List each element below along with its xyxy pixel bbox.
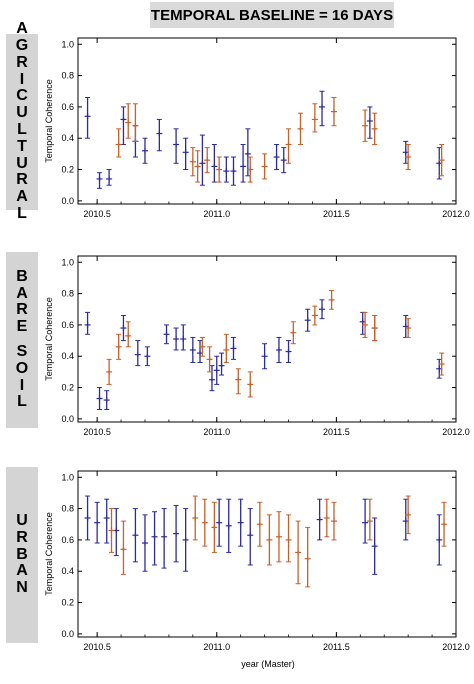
plot-frame — [77, 470, 457, 638]
y-tick-label: 0.4 — [61, 566, 74, 576]
y-tick-label: 0.0 — [61, 414, 74, 424]
x-tick-label: 2011.5 — [323, 427, 350, 437]
x-tick-label: 2011.0 — [203, 642, 230, 652]
panel-label-letter: U — [16, 104, 28, 122]
x-tick-label: 2010.5 — [83, 427, 111, 437]
panel-label-letter: I — [19, 70, 25, 88]
x-tick-label: 2012.0 — [442, 209, 470, 219]
x-tick-label: 2012.0 — [442, 642, 470, 652]
panel-label-letter: A — [16, 188, 28, 206]
x-tick-label: 2012.0 — [442, 427, 470, 437]
panel-label-letter: U — [16, 154, 28, 172]
panel-label-letter: L — [17, 393, 27, 411]
panel-label-letter: A — [16, 20, 28, 38]
panel-label-letter: O — [15, 359, 29, 377]
panel-label-letter: I — [19, 376, 25, 394]
plot-frame — [77, 37, 457, 205]
y-tick-label: 0.8 — [61, 71, 74, 81]
panel-label-letter: E — [16, 318, 28, 336]
panel-label-letter: A — [16, 284, 28, 302]
y-tick-label: 0.8 — [61, 289, 74, 299]
x-tick-label: 2011.5 — [323, 209, 350, 219]
y-tick-label: 1.0 — [61, 39, 74, 49]
y-axis-label: Temporal Coherence — [44, 512, 54, 596]
y-tick-label: 0.4 — [61, 351, 74, 361]
y-tick-label: 0.2 — [61, 598, 74, 608]
y-tick-label: 0.6 — [61, 535, 74, 545]
panel-label-letter: R — [16, 301, 28, 319]
panel-label-letter: R — [16, 171, 28, 189]
y-axis-label: Temporal Coherence — [44, 79, 54, 163]
y-tick-label: 1.0 — [61, 257, 74, 267]
panel-label-letter: U — [16, 512, 28, 529]
y-tick-label: 0.2 — [61, 383, 74, 393]
panel-label-letter: C — [16, 87, 28, 105]
panel-label-letter: L — [17, 204, 27, 222]
figure-title: TEMPORAL BASELINE = 16 DAYS — [150, 2, 394, 28]
panel-label-letter: B — [16, 267, 28, 285]
panel-label-letter: L — [17, 121, 27, 138]
y-tick-label: 0.6 — [61, 320, 74, 330]
y-tick-label: 0.8 — [61, 504, 74, 514]
y-tick-label: 1.0 — [61, 472, 74, 482]
y-tick-label: 0.0 — [61, 196, 74, 206]
x-axis-label: year (Master) — [241, 659, 295, 669]
y-tick-label: 0.6 — [61, 102, 74, 112]
y-axis-label: Temporal Coherence — [44, 297, 54, 381]
x-tick-label: 2011.5 — [323, 642, 350, 652]
plot-frame — [77, 255, 457, 423]
panel-label-letter: R — [16, 528, 28, 546]
y-tick-label: 0.0 — [61, 629, 74, 639]
y-tick-label: 0.4 — [61, 133, 74, 143]
x-tick-label: 2011.0 — [203, 427, 230, 437]
x-tick-label: 2011.0 — [203, 209, 230, 219]
panel-label-letter: B — [16, 545, 28, 563]
panel-label-letter: N — [16, 579, 28, 597]
panel-label-letter: A — [16, 562, 28, 580]
panel-label-letter: R — [16, 53, 28, 71]
panel-label-letter: S — [16, 343, 28, 360]
x-tick-label: 2010.5 — [83, 642, 111, 652]
panel-label-letter: T — [17, 137, 27, 155]
x-tick-label: 2010.5 — [83, 209, 111, 219]
y-tick-label: 0.2 — [61, 165, 74, 175]
panel-label-letter: G — [15, 37, 29, 55]
